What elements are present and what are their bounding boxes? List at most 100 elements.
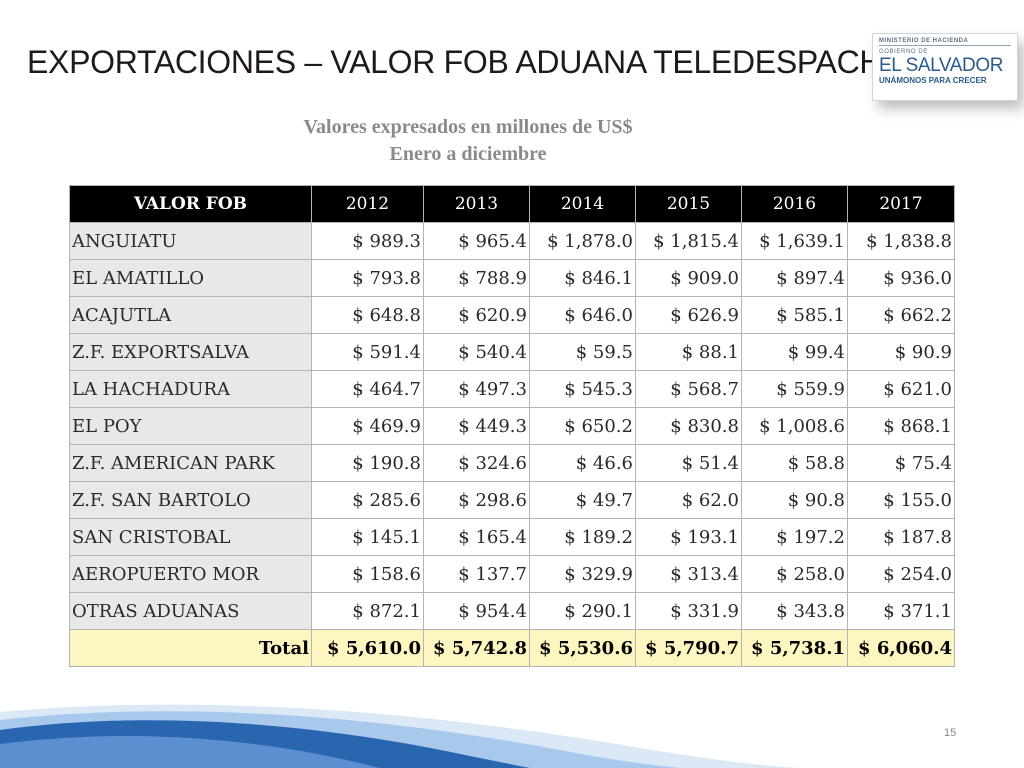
value-cell: $ 936.0 [847,259,955,297]
value-cell: $ 324.6 [423,444,530,482]
subtitle-period: Enero a diciembre [389,143,547,165]
value-cell: $ 497.3 [423,370,530,408]
customs-office-label: Z.F. SAN BARTOLO [69,481,312,519]
table-row: EL AMATILLO $ 793.8 $ 788.9 $ 846.1 $ 909.0 $… [69,259,955,297]
total-value-cell: $ 5,610.0 [311,629,424,667]
customs-office-label: Z.F. EXPORTSALVA [69,333,312,371]
value-cell: $ 965.4 [423,222,530,260]
table-row: LA HACHADURA $ 464.7 $ 497.3 $ 545.3 $ 568.7… [69,370,955,408]
value-cell: $ 58.8 [741,444,848,482]
value-cell: $ 545.3 [529,370,636,408]
customs-office-label: EL POY [69,407,312,445]
table-total-row: Total $ 5,610.0 $ 5,742.8 $ 5,530.6 $ 5,790.… [69,629,955,667]
table-row: ACAJUTLA $ 648.8 $ 620.9 $ 646.0 $ 626.9 $ 58… [69,296,955,334]
header-cell: 2014 [529,185,636,223]
table-row: EL POY $ 469.9 $ 449.3 $ 650.2 $ 830.8 $ 1,00… [69,407,955,445]
value-cell: $ 59.5 [529,333,636,371]
logo-country-text: EL SALVADOR [879,55,1004,76]
table-header-row: VALOR FOB 2012 2013 2014 2015 2016 2017 [69,185,955,223]
value-cell: $ 872.1 [311,592,424,630]
value-cell: $ 329.9 [529,555,636,593]
header-cell: 2013 [423,185,530,223]
customs-office-label: ACAJUTLA [69,296,312,334]
value-cell: $ 1,838.8 [847,222,955,260]
value-cell: $ 1,639.1 [741,222,848,260]
value-cell: $ 155.0 [847,481,955,519]
value-cell: $ 620.9 [423,296,530,334]
fob-values-table: VALOR FOB 2012 2013 2014 2015 2016 2017 … [69,185,955,667]
value-cell: $ 646.0 [529,296,636,334]
table-row: Z.F. AMERICAN PARK $ 190.8 $ 324.6 $ 46.6 $ … [69,444,955,482]
logo-ministry-text: MINISTERIO DE HACIENDA [879,37,1011,46]
total-label: Total [69,629,312,667]
value-cell: $ 1,878.0 [529,222,636,260]
value-cell: $ 145.1 [311,518,424,556]
value-cell: $ 846.1 [529,259,636,297]
el-salvador-logo: MINISTERIO DE HACIENDA GOBIERNO DE EL SA… [872,33,1018,101]
value-cell: $ 165.4 [423,518,530,556]
value-cell: $ 313.4 [635,555,742,593]
value-cell: $ 626.9 [635,296,742,334]
value-cell: $ 788.9 [423,259,530,297]
value-cell: $ 331.9 [635,592,742,630]
value-cell: $ 464.7 [311,370,424,408]
value-cell: $ 75.4 [847,444,955,482]
value-cell: $ 193.1 [635,518,742,556]
logo-slogan-text: UNÁMONOS PARA CRECER [879,76,987,85]
customs-office-label: EL AMATILLO [69,259,312,297]
value-cell: $ 88.1 [635,333,742,371]
slide-title: EXPORTACIONES – VALOR FOB ADUANA TELEDES… [27,44,907,80]
subtitle-units: Valores expresados en millones de US$ [303,116,633,138]
header-cell: 2012 [311,185,424,223]
value-cell: $ 650.2 [529,407,636,445]
header-cell: VALOR FOB [69,185,312,223]
total-value-cell: $ 5,738.1 [741,629,848,667]
value-cell: $ 62.0 [635,481,742,519]
total-value-cell: $ 5,742.8 [423,629,530,667]
value-cell: $ 909.0 [635,259,742,297]
value-cell: $ 868.1 [847,407,955,445]
value-cell: $ 585.1 [741,296,848,334]
value-cell: $ 830.8 [635,407,742,445]
customs-office-label: LA HACHADURA [69,370,312,408]
table-body: ANGUIATU $ 989.3 $ 965.4 $ 1,878.0 $ 1,815.4… [69,222,955,667]
value-cell: $ 540.4 [423,333,530,371]
value-cell: $ 469.9 [311,407,424,445]
table-row: AEROPUERTO MOR $ 158.6 $ 137.7 $ 329.9 $ 313… [69,555,955,593]
customs-office-label: OTRAS ADUANAS [69,592,312,630]
value-cell: $ 190.8 [311,444,424,482]
header-cell: 2016 [741,185,848,223]
value-cell: $ 254.0 [847,555,955,593]
value-cell: $ 1,815.4 [635,222,742,260]
value-cell: $ 49.7 [529,481,636,519]
logo-government-text: GOBIERNO DE [879,49,928,55]
value-cell: $ 343.8 [741,592,848,630]
value-cell: $ 371.1 [847,592,955,630]
value-cell: $ 954.4 [423,592,530,630]
value-cell: $ 897.4 [741,259,848,297]
value-cell: $ 1,008.6 [741,407,848,445]
value-cell: $ 793.8 [311,259,424,297]
value-cell: $ 285.6 [311,481,424,519]
customs-office-label: Z.F. AMERICAN PARK [69,444,312,482]
header-cell: 2017 [847,185,955,223]
value-cell: $ 51.4 [635,444,742,482]
value-cell: $ 591.4 [311,333,424,371]
value-cell: $ 559.9 [741,370,848,408]
page-number: 15 [944,727,957,739]
value-cell: $ 90.9 [847,333,955,371]
total-value-cell: $ 5,530.6 [529,629,636,667]
value-cell: $ 90.8 [741,481,848,519]
value-cell: $ 137.7 [423,555,530,593]
header-cell: 2015 [635,185,742,223]
value-cell: $ 158.6 [311,555,424,593]
value-cell: $ 662.2 [847,296,955,334]
value-cell: $ 989.3 [311,222,424,260]
value-cell: $ 187.8 [847,518,955,556]
customs-office-label: SAN CRISTOBAL [69,518,312,556]
customs-office-label: AEROPUERTO MOR [69,555,312,593]
value-cell: $ 189.2 [529,518,636,556]
value-cell: $ 258.0 [741,555,848,593]
value-cell: $ 290.1 [529,592,636,630]
value-cell: $ 298.6 [423,481,530,519]
